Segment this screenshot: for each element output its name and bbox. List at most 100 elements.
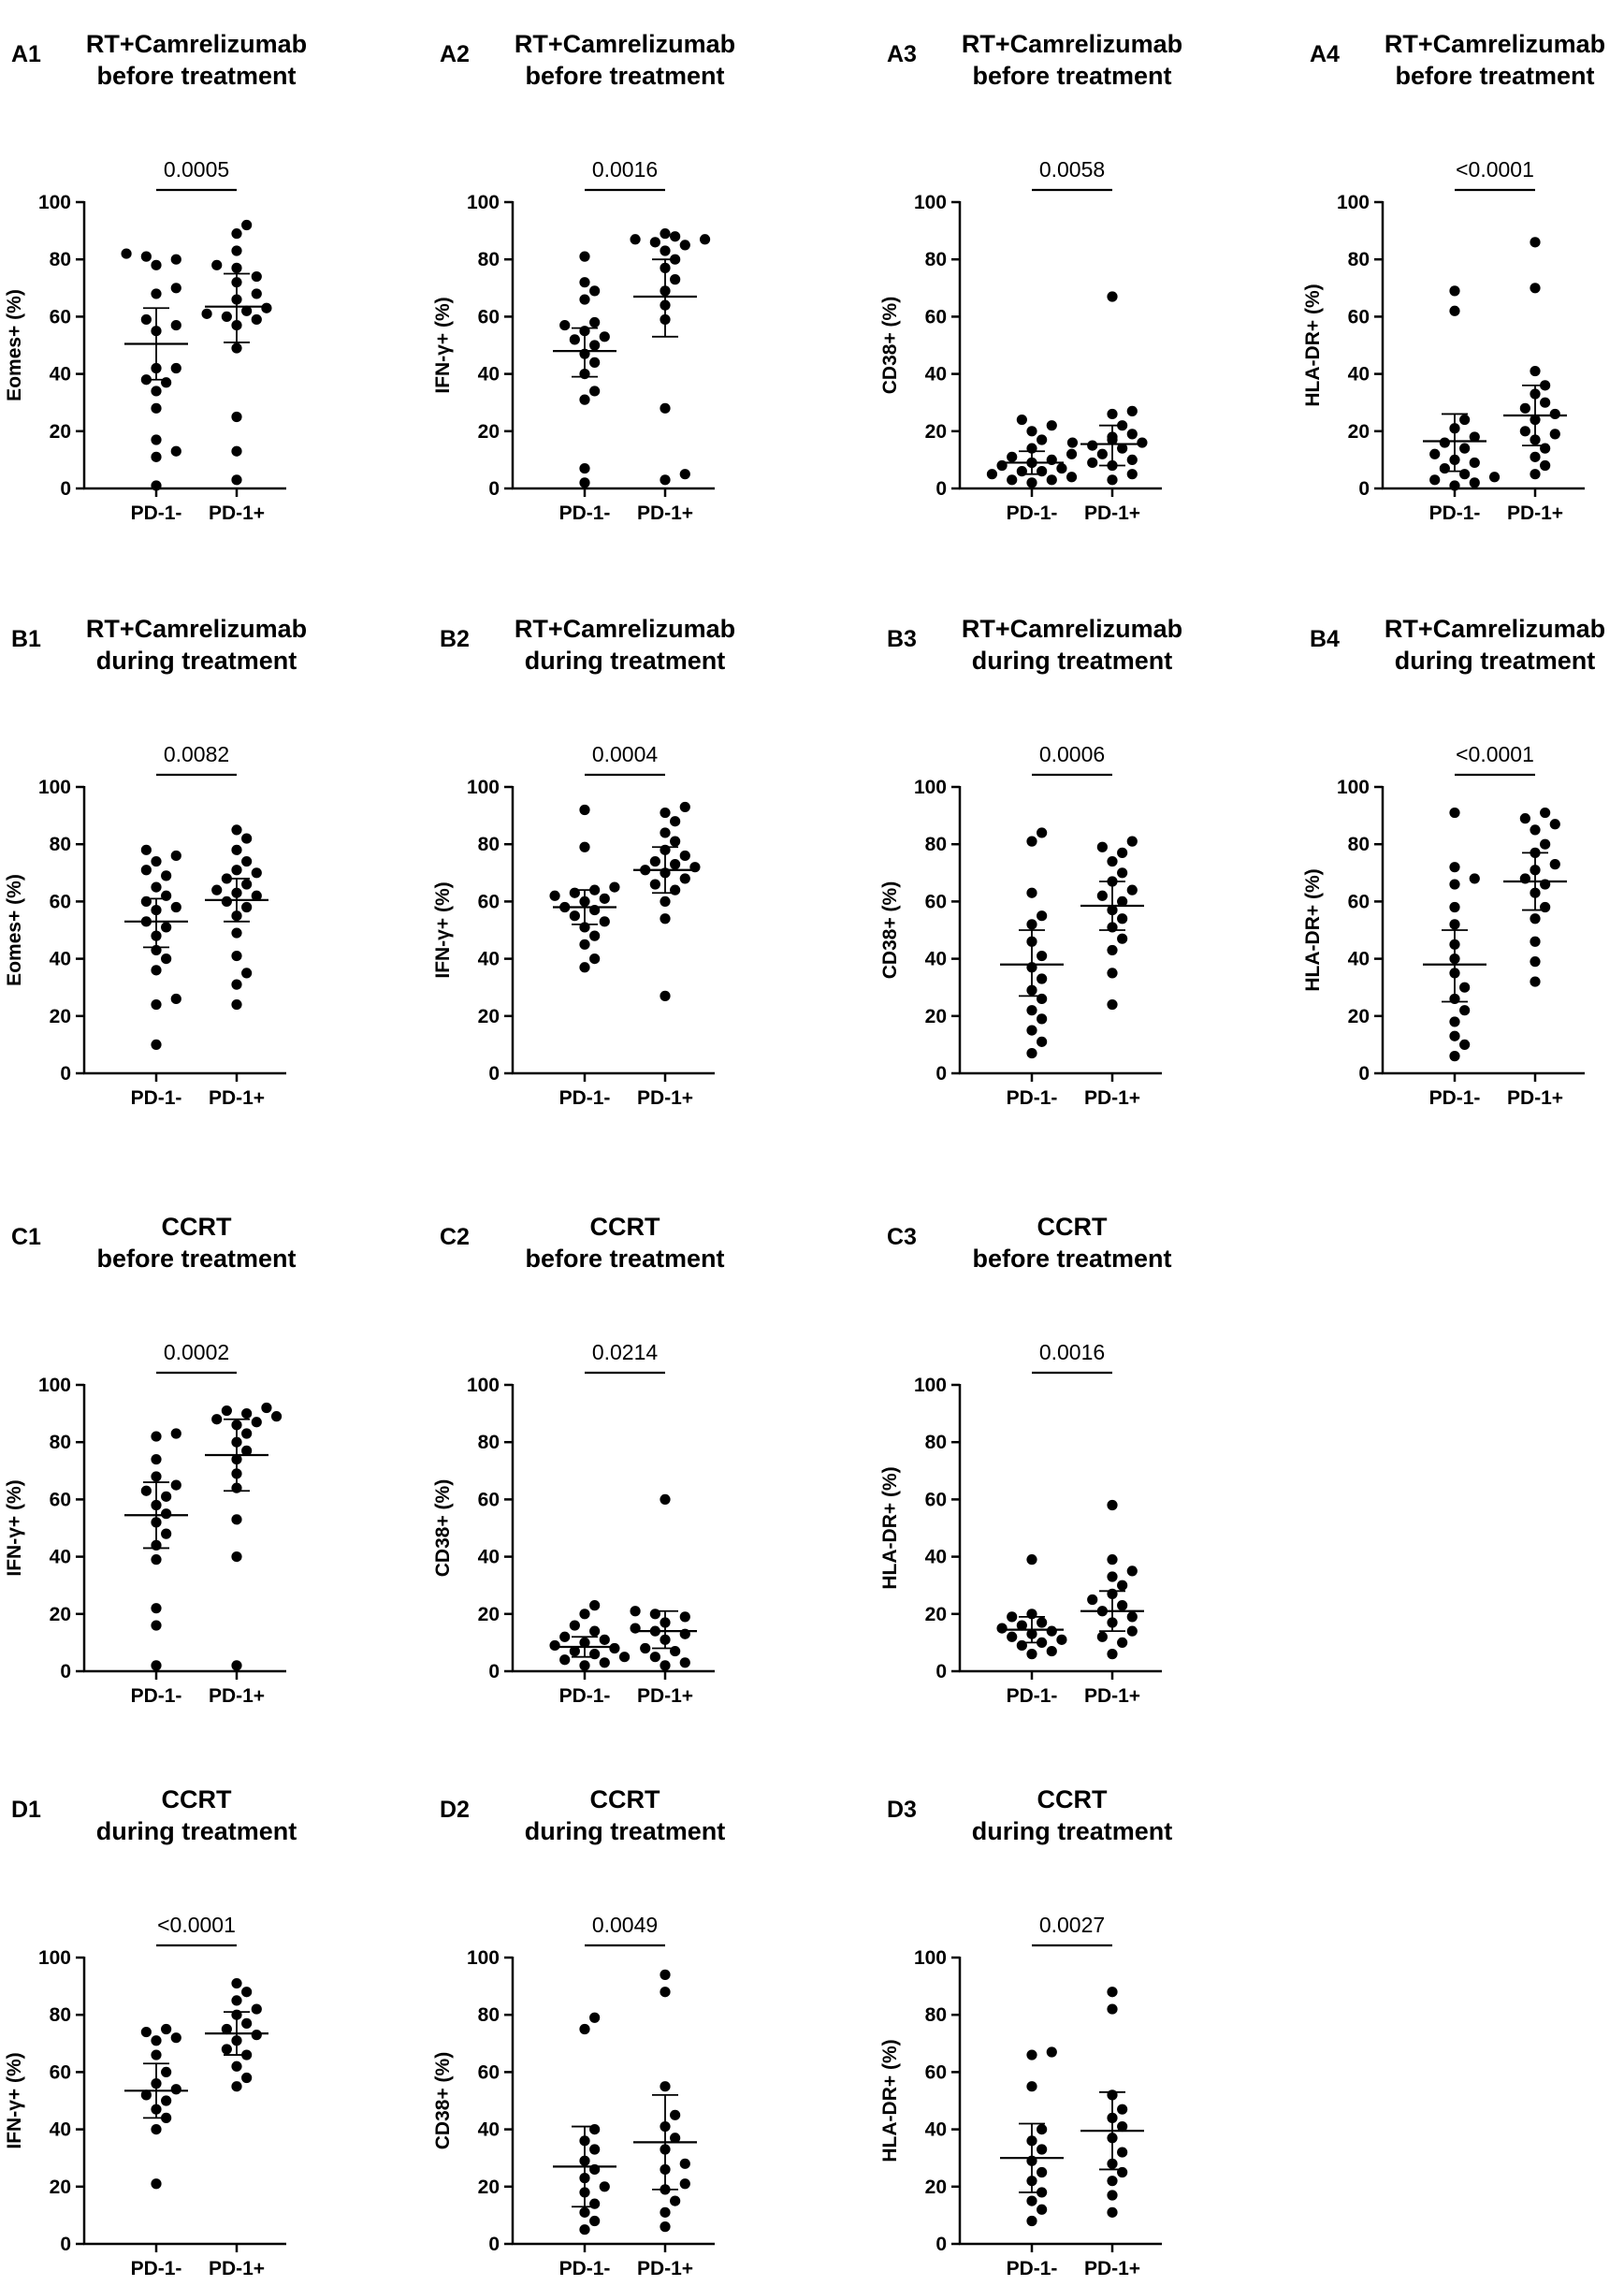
data-point <box>1046 474 1057 486</box>
data-point <box>1530 824 1541 836</box>
data-point <box>986 469 998 480</box>
data-point <box>1459 982 1471 993</box>
data-point <box>201 308 212 319</box>
y-tick-label: 20 <box>50 1604 71 1625</box>
data-point <box>170 1479 181 1491</box>
data-point <box>660 895 671 908</box>
x-tick-label: PD-1+ <box>637 502 693 524</box>
data-point <box>1126 884 1138 895</box>
data-point <box>1540 459 1551 472</box>
data-point <box>1117 867 1128 879</box>
data-point <box>1117 443 1128 454</box>
data-point <box>241 879 253 890</box>
y-axis-label: HLA-DR+ (%) <box>879 1466 901 1589</box>
data-point <box>231 1660 242 1671</box>
y-tick-label: 40 <box>478 2119 500 2141</box>
y-tick-label: 80 <box>1348 834 1370 855</box>
data-point <box>589 1625 601 1637</box>
panel-d3: D3 CCRT during treatment 0 20 40 60 80 100 HLA-DR… <box>879 1785 1172 2279</box>
y-tick-label: 20 <box>478 1604 500 1625</box>
data-point <box>579 294 590 305</box>
data-point <box>151 402 162 414</box>
panel-c3: C3 CCRT before treatment 0 20 40 60 80 100 HLA-DR… <box>879 1213 1172 1707</box>
chart-title-line: before treatment <box>972 1245 1171 1273</box>
data-point <box>1096 841 1108 852</box>
panel-c1: C1 CCRT before treatment 0 20 40 60 80 100 IFN-γ+… <box>4 1213 297 1707</box>
data-point <box>1126 1565 1138 1577</box>
data-point <box>579 2023 590 2035</box>
data-point <box>170 901 181 913</box>
data-point <box>231 1551 242 1563</box>
data-point <box>231 445 242 457</box>
data-point <box>151 1453 162 1465</box>
panel-label: C2 <box>440 1224 470 1250</box>
y-tick-label: 20 <box>478 421 500 443</box>
data-point <box>151 1620 162 1631</box>
data-point <box>679 801 690 813</box>
data-point <box>1007 1631 1018 1642</box>
data-point <box>1449 862 1460 873</box>
y-tick-label: 40 <box>925 364 947 386</box>
data-point <box>549 1639 560 1652</box>
data-point <box>1107 2190 1118 2201</box>
data-point <box>670 859 681 870</box>
panel-label: D1 <box>11 1797 41 1823</box>
x-tick-label: PD-1+ <box>637 1087 693 1109</box>
y-tick-label: 0 <box>488 478 500 500</box>
y-tick-label: 0 <box>60 2234 71 2255</box>
y-tick-label: 60 <box>925 306 947 328</box>
chart-title-line: RT+Camrelizumab <box>1385 615 1605 643</box>
data-point <box>579 1660 590 1671</box>
data-point <box>231 262 242 273</box>
chart-title-line: RT+Camrelizumab <box>515 30 735 58</box>
y-tick-label: 20 <box>478 2177 500 2198</box>
y-tick-label: 60 <box>478 306 500 328</box>
data-point <box>151 1660 162 1671</box>
y-axis-label: CD38+ (%) <box>432 2052 454 2149</box>
x-tick-label: PD-1+ <box>1084 2258 1140 2279</box>
data-point <box>599 2181 610 2192</box>
y-axis-label: Eomes+ (%) <box>4 874 25 986</box>
data-point <box>579 841 590 852</box>
data-point <box>140 2026 152 2038</box>
panel-label: C3 <box>887 1224 917 1250</box>
data-point <box>170 254 181 265</box>
data-point <box>1549 408 1560 420</box>
data-point <box>1107 998 1118 1011</box>
data-point <box>1107 1499 1118 1511</box>
data-point <box>589 2144 601 2155</box>
data-point <box>151 2124 162 2135</box>
data-point <box>660 807 671 819</box>
data-point <box>579 962 590 973</box>
data-point <box>1549 429 1560 440</box>
data-point <box>1087 1594 1098 1606</box>
y-axis-label: IFN-γ+ (%) <box>432 297 454 393</box>
data-point <box>151 259 162 270</box>
y-tick-label: 20 <box>478 1006 500 1027</box>
y-tick-label: 0 <box>935 1063 947 1085</box>
y-tick-label: 100 <box>467 192 500 213</box>
x-tick-label: PD-1+ <box>209 1087 265 1109</box>
chart-title-line: during treatment <box>96 1817 297 1845</box>
panel-a1: A1 RT+Camrelizumab before treatment 0 20 40 60… <box>4 30 307 524</box>
data-point <box>1107 1649 1118 1660</box>
p-value: 0.0004 <box>592 742 659 766</box>
panel-b1: B1 RT+Camrelizumab during treatment 0 20 40 60… <box>4 615 307 1109</box>
p-value: 0.0006 <box>1039 742 1105 766</box>
data-point <box>1107 1987 1118 1998</box>
data-point <box>1449 901 1460 913</box>
data-point <box>151 998 162 1011</box>
data-point <box>640 1642 651 1654</box>
data-point <box>1126 836 1138 847</box>
data-point <box>1007 451 1018 462</box>
data-point <box>221 2044 232 2055</box>
y-tick-label: 40 <box>50 364 71 386</box>
panel-label: D3 <box>887 1797 917 1823</box>
data-point <box>251 288 262 299</box>
chart-title-line: during treatment <box>525 647 726 675</box>
data-point <box>140 865 152 876</box>
data-point <box>151 480 162 491</box>
x-tick-label: PD-1- <box>1429 502 1481 524</box>
data-point <box>579 2224 590 2235</box>
chart-title-line: during treatment <box>972 647 1173 675</box>
